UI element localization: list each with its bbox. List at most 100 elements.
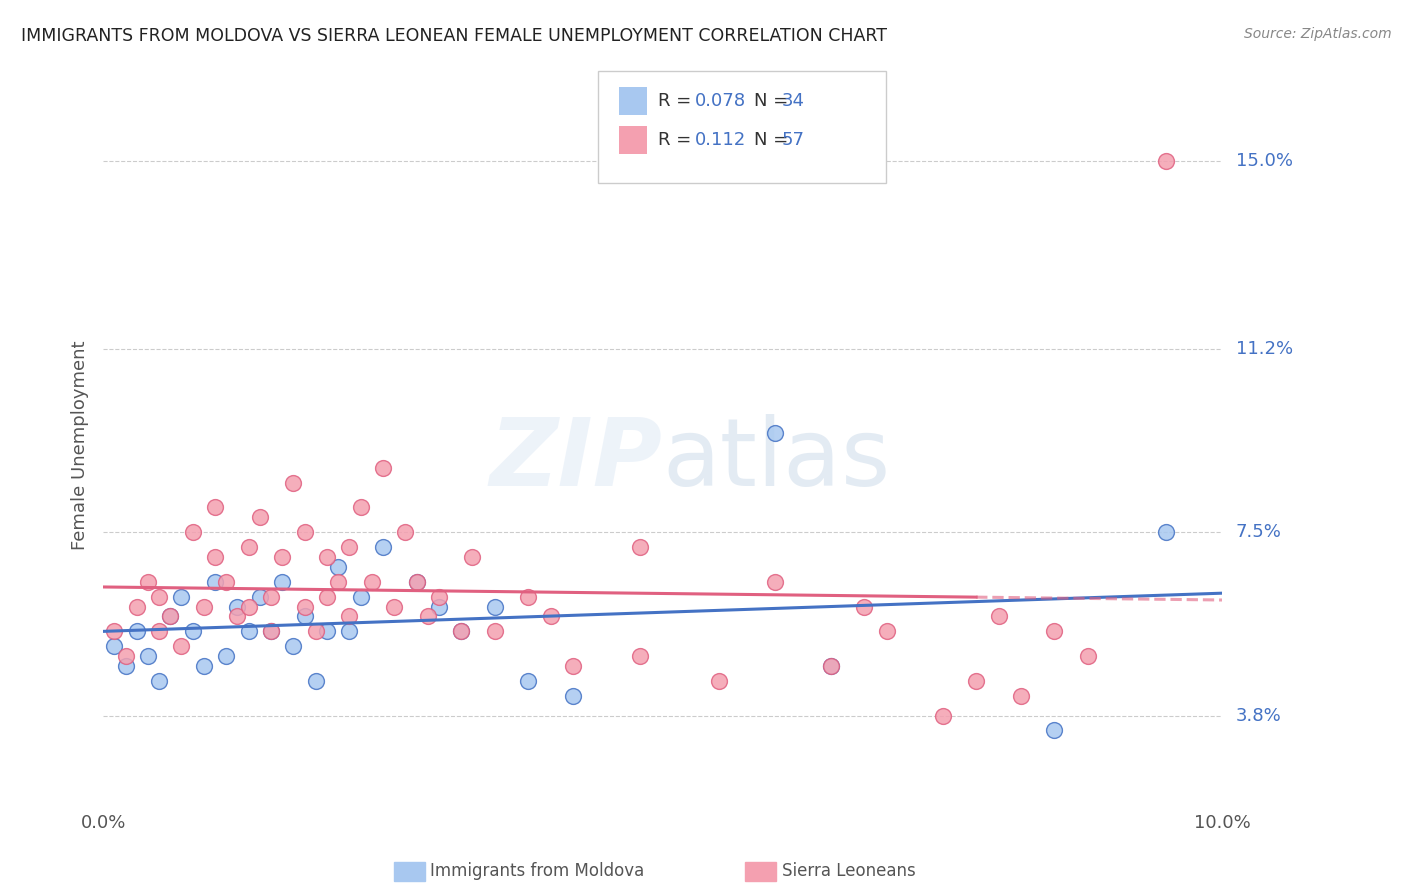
Point	[416, 609, 439, 624]
Point	[484, 624, 506, 639]
Text: 34: 34	[782, 92, 804, 110]
Point	[271, 549, 294, 564]
Point	[316, 590, 339, 604]
Point	[305, 624, 328, 639]
Point	[707, 673, 730, 688]
Point	[461, 549, 484, 564]
Text: Source: ZipAtlas.com: Source: ZipAtlas.com	[1244, 27, 1392, 41]
Point	[1010, 689, 1032, 703]
Point	[283, 475, 305, 490]
Point	[517, 590, 540, 604]
Point	[294, 525, 316, 540]
Point	[260, 624, 283, 639]
Text: N =: N =	[754, 92, 787, 110]
Point	[294, 599, 316, 614]
Point	[337, 540, 360, 554]
Point	[114, 648, 136, 663]
Point	[226, 599, 249, 614]
Point	[450, 624, 472, 639]
Point	[1043, 624, 1066, 639]
Text: N =: N =	[754, 131, 787, 149]
Point	[305, 673, 328, 688]
Point	[1043, 723, 1066, 738]
Point	[226, 609, 249, 624]
Point	[562, 689, 585, 703]
Point	[316, 549, 339, 564]
Point	[136, 574, 159, 589]
Text: 57: 57	[782, 131, 804, 149]
Point	[484, 599, 506, 614]
Point	[1156, 525, 1178, 540]
Text: Sierra Leoneans: Sierra Leoneans	[782, 863, 915, 880]
Point	[853, 599, 876, 614]
Point	[628, 540, 651, 554]
Point	[328, 574, 350, 589]
Point	[193, 659, 215, 673]
Point	[1077, 648, 1099, 663]
Point	[349, 500, 371, 515]
Point	[170, 639, 193, 653]
Point	[159, 609, 181, 624]
Text: 0.078: 0.078	[695, 92, 745, 110]
Point	[328, 560, 350, 574]
Point	[125, 624, 148, 639]
Point	[249, 590, 271, 604]
Point	[271, 574, 294, 589]
Point	[987, 609, 1010, 624]
Point	[204, 574, 226, 589]
Point	[103, 639, 125, 653]
Point	[876, 624, 898, 639]
Point	[238, 624, 260, 639]
Point	[238, 599, 260, 614]
Point	[283, 639, 305, 653]
Point	[181, 624, 204, 639]
Text: 0.112: 0.112	[695, 131, 745, 149]
Point	[103, 624, 125, 639]
Point	[450, 624, 472, 639]
Text: R =: R =	[658, 131, 703, 149]
Point	[382, 599, 405, 614]
Point	[215, 648, 238, 663]
Text: 11.2%: 11.2%	[1236, 340, 1294, 358]
Point	[820, 659, 842, 673]
Point	[170, 590, 193, 604]
Point	[193, 599, 215, 614]
Point	[394, 525, 416, 540]
Point	[148, 624, 170, 639]
Point	[517, 673, 540, 688]
Point	[181, 525, 204, 540]
Point	[965, 673, 987, 688]
Point	[136, 648, 159, 663]
Point	[1156, 153, 1178, 168]
Point	[628, 648, 651, 663]
Point	[427, 599, 450, 614]
Point	[562, 659, 585, 673]
Text: IMMIGRANTS FROM MOLDOVA VS SIERRA LEONEAN FEMALE UNEMPLOYMENT CORRELATION CHART: IMMIGRANTS FROM MOLDOVA VS SIERRA LEONEA…	[21, 27, 887, 45]
Text: Immigrants from Moldova: Immigrants from Moldova	[430, 863, 644, 880]
Point	[820, 659, 842, 673]
Text: 7.5%: 7.5%	[1236, 524, 1282, 541]
Text: 3.8%: 3.8%	[1236, 706, 1281, 724]
Point	[337, 609, 360, 624]
Point	[260, 590, 283, 604]
Point	[360, 574, 382, 589]
Point	[294, 609, 316, 624]
Point	[114, 659, 136, 673]
Point	[260, 624, 283, 639]
Point	[337, 624, 360, 639]
Text: 15.0%: 15.0%	[1236, 152, 1292, 169]
Point	[148, 590, 170, 604]
Point	[159, 609, 181, 624]
Point	[249, 510, 271, 524]
Point	[763, 426, 786, 441]
Point	[427, 590, 450, 604]
Point	[204, 500, 226, 515]
Point	[540, 609, 562, 624]
Point	[316, 624, 339, 639]
Point	[405, 574, 427, 589]
Point	[371, 460, 394, 475]
Point	[204, 549, 226, 564]
Point	[148, 673, 170, 688]
Point	[763, 574, 786, 589]
Point	[931, 708, 953, 723]
